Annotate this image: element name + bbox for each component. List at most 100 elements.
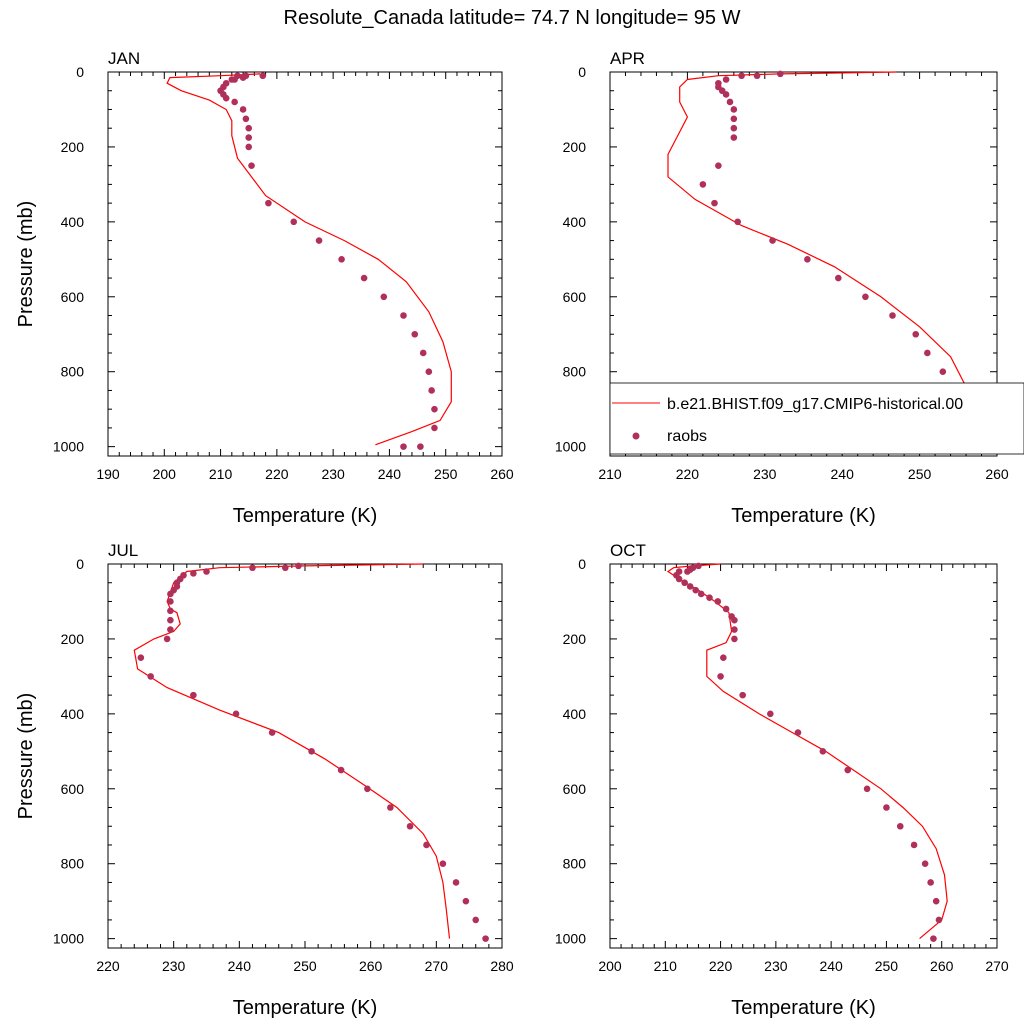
panel-jan-obs-point [228,76,236,83]
panel-jul-obs-point [472,916,480,924]
panel-jul-obs-point [406,822,414,830]
panel-jan-obs-point [245,134,253,141]
panel-jan: JAN 190 200 210 220 230 240 250 260 0 200 400 600 800… [15,49,514,527]
panel-jan-obs-point [245,143,253,151]
panel-oct-xtick-label: 260 [930,958,954,974]
panel-jul-obs-point [232,710,240,718]
panel-oct-obs-point [681,579,688,587]
panel-jan-obs-point [428,387,435,394]
panel-jul-ytick-label: 0 [76,556,84,572]
panel-jul-xtick-label: 240 [228,958,252,974]
panel-apr-frame [609,71,998,457]
panel-jan-obs-point [222,94,230,102]
panel-jan-model-line [166,73,452,446]
panel-jan-obs-point [400,312,407,319]
panel-apr-xtick-label: 230 [753,466,777,482]
panel-apr-obs-point [924,349,931,357]
panel-jan-obs-point [360,274,368,282]
panel-jan-obs-point [411,330,419,338]
panel-apr-obs-point [889,312,896,319]
panel-oct-obs-point [896,822,904,830]
panel-apr-obs-point [939,368,947,376]
panel-apr-title: APR [610,49,645,68]
panel-jan-obs-point [245,124,253,132]
panel-oct-xlabel: Temperature (K) [731,997,876,1019]
panel-jul-obs-point [268,729,276,736]
panel-oct-xtick-label: 200 [598,958,622,974]
panel-jul-ylabel: Pressure (mb) [15,693,37,820]
panel-jul-obs-point [308,748,315,755]
panel-apr-obs-point [776,70,784,78]
panel-jul-obs-point [203,568,210,575]
panel-oct-obs-point [706,594,713,602]
legend-box [609,382,1024,455]
panel-apr-obs-point [730,106,738,113]
panel-jan-obs-point [315,237,323,244]
panel-jul-xtick-label: 260 [359,958,383,974]
panel-apr-obs-point [711,199,718,207]
panel-apr-obs-point [730,115,738,123]
panel-jan-xtick-label: 190 [96,466,120,482]
panel-jul-xtick-label: 280 [490,958,514,974]
panels: JAN 190 200 210 220 230 240 250 260 0 200 400 600 800… [15,49,1009,1019]
panel-jul-ytick-label: 400 [61,706,85,722]
panel-oct-xtick-label: 270 [985,958,1009,974]
panel-jan-obs-point [425,368,433,376]
panel-jul-xtick-label: 230 [162,958,186,974]
panel-oct-ytick-label: 0 [578,556,586,572]
panel-oct-model-line [666,563,948,940]
panel-jul-obs-point [163,635,171,643]
panel-oct-obs-point [930,935,937,942]
panel-oct-xtick-label: 250 [875,958,899,974]
panel-jul-obs-point [190,570,197,577]
panel-oct-obs-point [717,673,724,680]
panel-jan-obs-point [242,115,250,123]
panel-oct-xtick-label: 220 [709,958,733,974]
panel-jul-ytick-label: 600 [61,781,85,797]
panel-oct-ytick-label: 1000 [555,931,586,947]
panel-jan-obs-point [231,98,238,106]
legend: b.e21.BHIST.f09_g17.CMIP6-historical.00 … [609,382,1024,455]
panel-apr-xtick-label: 220 [676,466,700,482]
panel-oct: OCT 200 210 220 230 240 250 260 270 0 200 400 600 800… [555,541,1009,1019]
panel-oct-obs-point [731,616,738,624]
panel-jul-obs-point [423,841,430,849]
panel-jan-xtick-label: 230 [321,466,345,482]
panel-oct-obs-point [695,562,702,570]
panel-jul-obs-point [167,626,174,633]
panel-apr-obs-point [726,98,734,106]
panel-oct-obs-point [935,916,943,924]
panel-oct-obs-point [684,568,691,575]
panel-apr-obs-point [699,181,707,188]
panel-oct-ytick-label: 200 [563,631,587,647]
panel-jul-obs-point [387,804,394,811]
panel-apr-obs-point [769,237,776,244]
panel-oct-xtick-label: 210 [654,958,678,974]
panel-oct-obs-point [794,729,802,736]
panel-apr-obs-point [804,256,811,263]
panel-jul-frame [107,563,503,949]
panel-apr-obs-point [734,218,742,226]
panel-jan-obs-point [431,405,438,413]
panel-apr-obs-point [722,91,730,98]
panel-oct-obs-point [720,654,727,661]
panel-oct-obs-point [844,766,852,774]
panel-jul-obs-point [439,860,447,868]
panel-oct-obs-point [731,635,738,643]
panel-apr-obs-point [912,330,920,338]
panel-apr-xtick-label: 210 [598,466,622,482]
panel-apr-obs-point [862,293,869,301]
panel-jul-obs-point [137,654,145,661]
panel-apr-obs-point [722,76,730,83]
panel-oct-title: OCT [610,541,646,560]
panel-apr-obs-point [753,72,761,80]
panel-jan-xtick-label: 240 [378,466,402,482]
panel-oct-obs-point [675,575,683,583]
panel-jan-obs-point [431,424,438,432]
panel-oct-obs-point [692,586,699,594]
panel-jan-obs-point [290,218,298,226]
panel-jan-ylabel: Pressure (mb) [15,201,37,328]
panel-jan-xtick-label: 220 [265,466,289,482]
panel-oct-ytick-label: 600 [563,781,587,797]
